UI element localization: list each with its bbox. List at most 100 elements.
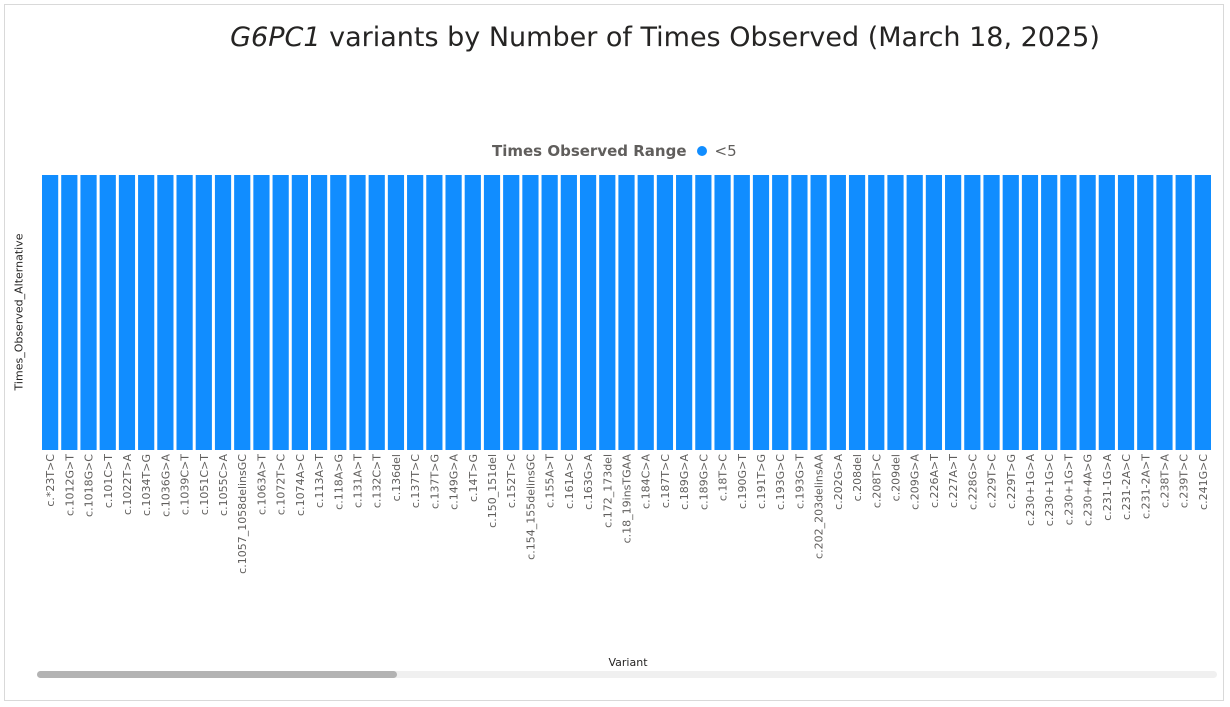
bar-28[interactable] [579,175,597,450]
bar-44[interactable] [887,175,904,450]
x-tick-label-10: c.1057_1058delinsGC [236,454,249,574]
x-tick-label-13: c.1074A>C [294,454,307,516]
x-tick-label-36: c.190G>T [736,454,749,509]
bar-40[interactable] [810,175,827,450]
bar-38[interactable] [772,175,789,450]
bar-30[interactable] [618,175,635,450]
bar-43[interactable] [868,175,885,450]
bar-2[interactable] [80,175,97,450]
bar-10[interactable] [234,175,251,450]
bar-50[interactable] [1002,175,1019,450]
x-tick-label-25: c.154_155delinsGC [524,454,537,560]
x-tick-label-43: c.208T>C [870,454,883,508]
x-axis-title: Variant [608,656,648,669]
bar-21[interactable] [445,175,462,450]
x-tick-label-60: c.241G>C [1197,454,1210,510]
bar-26[interactable] [541,175,558,450]
bar-54[interactable] [1079,175,1096,450]
bar-0[interactable] [42,175,59,450]
bar-33[interactable] [676,175,693,450]
bar-51[interactable] [1021,175,1039,450]
bar-45[interactable] [906,175,923,450]
x-tick-label-8: c.1051C>T [198,454,211,515]
x-tick-label-1: c.1012G>T [63,454,76,516]
bar-9[interactable] [214,175,232,450]
bar-34[interactable] [695,175,712,450]
x-tick-label-55: c.231-1G>A [1101,454,1114,521]
bar-24[interactable] [503,175,520,450]
x-tick-label-50: c.229T>G [1005,454,1018,509]
horizontal-scrollbar-track[interactable] [37,671,1217,678]
bar-12[interactable] [272,175,289,450]
chart-title-rest: variants by Number of Times Observed (Ma… [320,22,1100,53]
legend-entry-label[interactable]: <5 [714,142,737,160]
bar-60[interactable] [1194,175,1211,450]
bar-32[interactable] [656,175,674,450]
x-tick-label-6: c.1036G>A [159,454,172,517]
bar-18[interactable] [387,175,405,450]
bar-48[interactable] [964,175,981,450]
x-tick-label-21: c.149G>A [448,454,461,510]
bar-53[interactable] [1060,175,1077,450]
x-tick-label-17: c.132C>T [371,454,384,508]
bar-7[interactable] [176,175,193,450]
x-tick-label-18: c.136del [390,454,403,501]
bar-41[interactable] [829,175,846,450]
bar-11[interactable] [253,175,270,450]
x-tick-label-32: c.187T>C [659,454,672,508]
bar-31[interactable] [637,175,654,450]
bar-29[interactable] [599,175,616,450]
bar-1[interactable] [61,175,78,450]
bar-6[interactable] [157,175,174,450]
bar-3[interactable] [99,175,116,450]
bar-25[interactable] [522,175,539,450]
x-tick-label-46: c.226A>T [928,454,941,508]
bar-27[interactable] [560,175,577,450]
x-tick-label-26: c.155A>T [544,454,557,508]
bar-37[interactable] [752,175,770,450]
bar-46[interactable] [925,175,943,450]
x-tick-label-40: c.202_203delinsAA [813,454,826,559]
x-tick-label-31: c.184C>A [640,454,653,509]
bar-59[interactable] [1175,175,1192,450]
bar-56[interactable] [1117,175,1135,450]
x-tick-label-38: c.193G>C [774,454,787,510]
bar-55[interactable] [1098,175,1115,450]
legend[interactable]: Times Observed Range <5 [492,141,737,161]
horizontal-scrollbar-thumb[interactable] [37,671,397,678]
bar-22[interactable] [464,175,481,450]
bar-8[interactable] [195,175,212,450]
x-tick-label-41: c.202G>A [832,454,845,510]
bar-52[interactable] [1041,175,1058,450]
bar-42[interactable] [848,175,866,450]
bar-49[interactable] [983,175,1000,450]
x-tick-label-23: c.150_151del [486,454,499,528]
x-tick-label-2: c.1018G>C [83,454,96,517]
bar-19[interactable] [407,175,424,450]
bar-14[interactable] [310,175,328,450]
bar-23[interactable] [483,175,501,450]
legend-title: Times Observed Range [492,142,687,160]
legend-marker-icon [696,146,707,156]
bar-36[interactable] [733,175,750,450]
x-tick-label-0: c.*23T>C [44,454,57,507]
x-tick-label-19: c.137T>C [409,454,422,508]
x-tick-label-4: c.1022T>A [121,454,134,515]
bar-35[interactable] [714,175,731,450]
bar-20[interactable] [426,175,443,450]
bar-15[interactable] [330,175,347,450]
x-tick-label-44: c.209del [889,454,902,501]
bar-57[interactable] [1137,175,1154,450]
x-tick-label-42: c.208del [851,454,864,501]
bar-13[interactable] [291,175,308,450]
bar-5[interactable] [138,175,155,450]
chart-title-gene: G6PC1 [230,22,321,53]
x-tick-label-20: c.137T>G [428,454,441,509]
bar-58[interactable] [1156,175,1173,450]
bar-17[interactable] [368,175,385,450]
bar-4[interactable] [118,175,136,450]
bar-47[interactable] [945,175,962,450]
bar-39[interactable] [791,175,808,450]
bar-16[interactable] [349,175,366,450]
